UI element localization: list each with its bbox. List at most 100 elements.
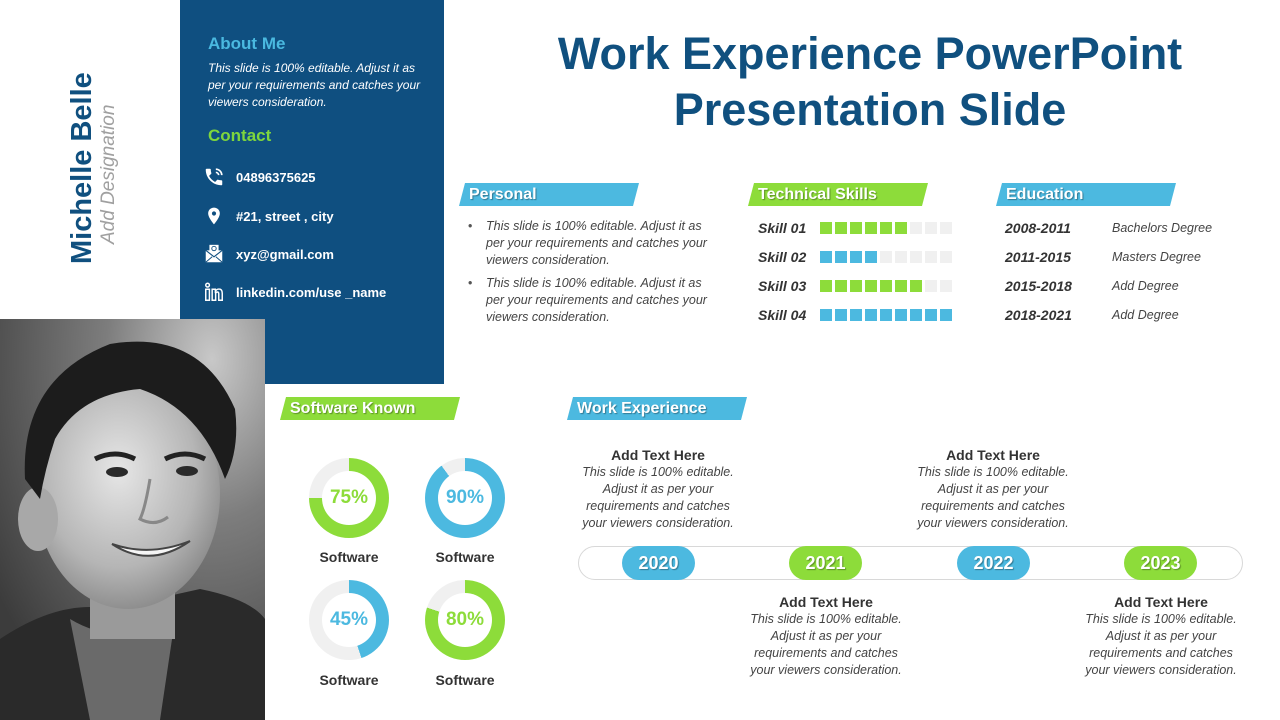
skill-meter bbox=[820, 222, 952, 234]
work-entry: Add Text Here This slide is 100% editabl… bbox=[908, 446, 1078, 532]
skill-cell-empty bbox=[940, 251, 952, 263]
education-row: 2008-2011 Bachelors Degree bbox=[1005, 218, 1212, 238]
about-text: This slide is 100% editable. Adjust it a… bbox=[208, 61, 421, 109]
name-block: Michelle Belle Add Designation bbox=[60, 60, 130, 280]
personal-heading: Personal bbox=[459, 183, 639, 206]
contact-email-text: xyz@gmail.com bbox=[236, 246, 334, 262]
work-entry-heading: Add Text Here bbox=[779, 594, 873, 610]
skill-cell-filled bbox=[880, 222, 892, 234]
person-name: Michelle Belle bbox=[66, 72, 98, 264]
personal-bullet: This slide is 100% editable. Adjust it a… bbox=[468, 218, 708, 269]
software-label: Software bbox=[435, 672, 495, 688]
contact-linkedin-text: linkedin.com/use _name bbox=[236, 284, 387, 300]
skill-cell-filled bbox=[940, 309, 952, 321]
skill-row: Skill 03 bbox=[758, 276, 952, 296]
software-donut: 90% bbox=[425, 458, 505, 538]
skill-cell-filled bbox=[850, 222, 862, 234]
work-entry: Add Text Here This slide is 100% editabl… bbox=[1076, 593, 1246, 679]
skill-row: Skill 04 bbox=[758, 305, 952, 325]
skill-cell-empty bbox=[910, 251, 922, 263]
software-donut: 45% bbox=[309, 580, 389, 660]
skill-meter bbox=[820, 309, 952, 321]
year-pill-2022: 2022 bbox=[957, 546, 1030, 580]
personal-bullet: This slide is 100% editable. Adjust it a… bbox=[468, 275, 708, 326]
education-years: 2018-2021 bbox=[1005, 307, 1072, 323]
skill-cell-empty bbox=[925, 222, 937, 234]
skill-cell-empty bbox=[910, 222, 922, 234]
person-designation: Add Designation bbox=[98, 104, 119, 244]
portrait-illustration bbox=[0, 319, 265, 720]
skill-cell-empty bbox=[925, 280, 937, 292]
skill-cell-empty bbox=[880, 251, 892, 263]
skill-cell-filled bbox=[910, 280, 922, 292]
education-years: 2011-2015 bbox=[1005, 249, 1071, 265]
work-entry-text: This slide is 100% editable. Adjust it a… bbox=[917, 465, 1069, 530]
skill-cell-filled bbox=[820, 309, 832, 321]
education-row: 2015-2018 Add Degree bbox=[1005, 276, 1179, 296]
skill-cell-empty bbox=[940, 280, 952, 292]
contact-phone: 04896375625 bbox=[202, 164, 316, 190]
skill-cell-filled bbox=[910, 309, 922, 321]
envelope-icon bbox=[202, 242, 226, 266]
education-years: 2008-2011 bbox=[1005, 220, 1071, 236]
skill-cell-filled bbox=[850, 251, 862, 263]
page-title: Work Experience PowerPoint Presentation … bbox=[470, 26, 1270, 138]
title-line-1: Work Experience PowerPoint bbox=[557, 28, 1183, 79]
work-entry: Add Text Here This slide is 100% editabl… bbox=[741, 593, 911, 679]
skill-cell-filled bbox=[850, 280, 862, 292]
education-degree: Add Degree bbox=[1112, 308, 1179, 322]
work-entry-text: This slide is 100% editable. Adjust it a… bbox=[582, 465, 734, 530]
education-degree: Bachelors Degree bbox=[1112, 221, 1213, 235]
skill-cell-filled bbox=[865, 222, 877, 234]
skill-cell-filled bbox=[820, 222, 832, 234]
skill-cell-filled bbox=[880, 309, 892, 321]
contact-address: #21, street , city bbox=[202, 203, 334, 229]
linkedin-icon bbox=[202, 280, 226, 304]
profile-photo bbox=[0, 319, 265, 720]
skill-cell-filled bbox=[865, 251, 877, 263]
skill-cell-empty bbox=[895, 251, 907, 263]
software-label: Software bbox=[435, 549, 495, 565]
contact-email: xyz@gmail.com bbox=[202, 241, 334, 267]
skill-cell-filled bbox=[865, 280, 877, 292]
skill-row: Skill 01 bbox=[758, 218, 952, 238]
work-entry-heading: Add Text Here bbox=[946, 447, 1040, 463]
title-line-2: Presentation Slide bbox=[673, 84, 1067, 135]
software-percent: 90% bbox=[438, 471, 492, 525]
skill-cell-filled bbox=[835, 309, 847, 321]
software-donut: 75% bbox=[309, 458, 389, 538]
skill-cell-filled bbox=[835, 251, 847, 263]
skill-cell-filled bbox=[835, 280, 847, 292]
skill-meter bbox=[820, 251, 952, 263]
work-entry: Add Text Here This slide is 100% editabl… bbox=[573, 446, 743, 532]
software-donut: 80% bbox=[425, 580, 505, 660]
skill-cell-filled bbox=[820, 251, 832, 263]
software-known-heading: Software Known bbox=[280, 397, 460, 420]
location-pin-icon bbox=[202, 204, 226, 228]
year-pill-2021: 2021 bbox=[789, 546, 862, 580]
skill-cell-filled bbox=[880, 280, 892, 292]
year-pill-2020: 2020 bbox=[622, 546, 695, 580]
skill-cell-empty bbox=[940, 222, 952, 234]
education-years: 2015-2018 bbox=[1005, 278, 1072, 294]
skill-label: Skill 01 bbox=[758, 220, 807, 236]
education-degree: Masters Degree bbox=[1112, 250, 1201, 264]
education-heading: Education bbox=[996, 183, 1176, 206]
skill-cell-filled bbox=[835, 222, 847, 234]
education-row: 2011-2015 Masters Degree bbox=[1005, 247, 1201, 267]
contact-phone-text: 04896375625 bbox=[236, 169, 316, 185]
software-label: Software bbox=[319, 672, 379, 688]
work-entry-heading: Add Text Here bbox=[1114, 594, 1208, 610]
software-percent: 80% bbox=[438, 593, 492, 647]
work-experience-heading: Work Experience bbox=[567, 397, 747, 420]
work-entry-text: This slide is 100% editable. Adjust it a… bbox=[750, 612, 902, 677]
skill-cell-empty bbox=[925, 251, 937, 263]
work-entry-text: This slide is 100% editable. Adjust it a… bbox=[1085, 612, 1237, 677]
contact-heading: Contact bbox=[208, 126, 272, 145]
skill-cell-filled bbox=[895, 309, 907, 321]
contact-linkedin: linkedin.com/use _name bbox=[202, 279, 386, 305]
skill-cell-filled bbox=[865, 309, 877, 321]
software-percent: 45% bbox=[322, 593, 376, 647]
year-pill-2023: 2023 bbox=[1124, 546, 1197, 580]
skill-cell-filled bbox=[820, 280, 832, 292]
